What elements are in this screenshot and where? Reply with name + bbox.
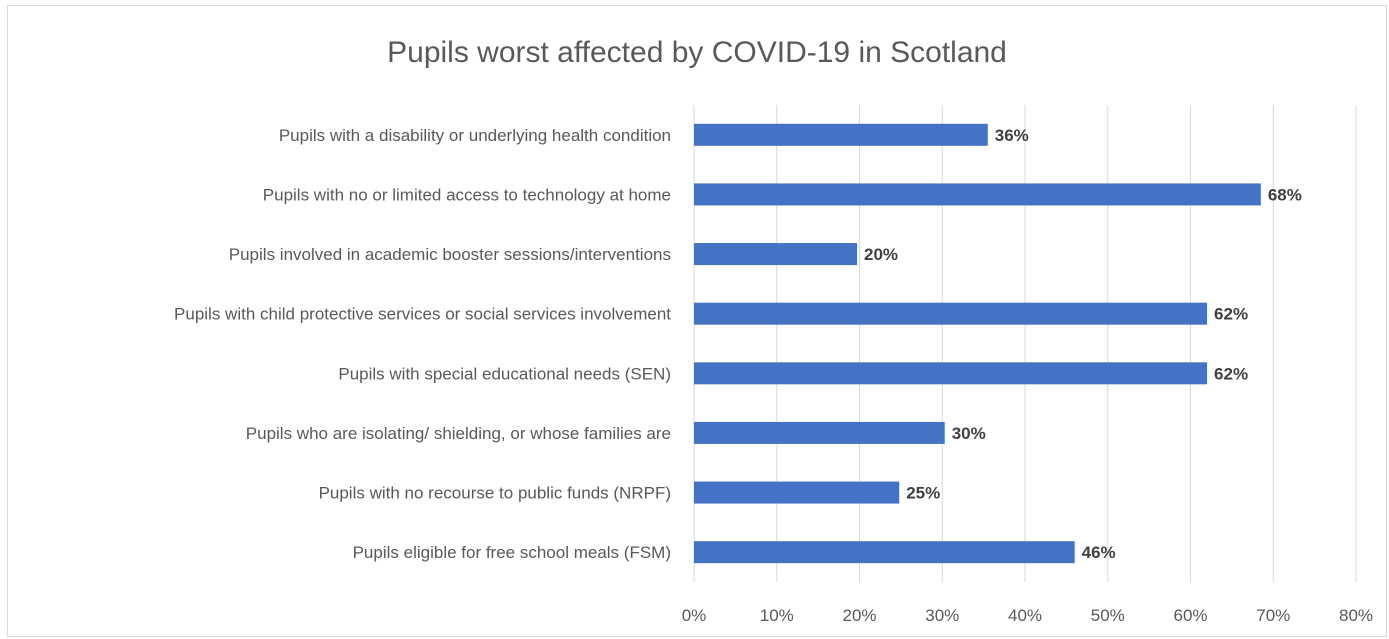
data-label: 36% [995,126,1029,145]
bar [694,183,1261,206]
x-tick-label: 50% [1091,606,1125,625]
category-label: Pupils with child protective services or… [174,305,671,324]
x-tick-label: 30% [925,606,959,625]
x-tick-label: 20% [842,606,876,625]
category-label: Pupils with no or limited access to tech… [263,185,671,204]
bar [694,541,1075,564]
x-tick-label: 70% [1256,606,1290,625]
data-label: 30% [952,424,986,443]
x-tick-label: 40% [1008,606,1042,625]
data-label: 46% [1082,543,1116,562]
bar [694,243,858,266]
category-label: Pupils involved in academic booster sess… [229,245,671,264]
bar [694,123,988,146]
bar [694,362,1208,385]
category-label: Pupils who are isolating/ shielding, or … [246,424,671,443]
data-label: 62% [1214,364,1248,383]
data-label: 68% [1268,185,1302,204]
x-tick-label: 0% [682,606,707,625]
x-tick-label: 80% [1339,606,1373,625]
category-label: Pupils with special educational needs (S… [338,364,671,383]
x-tick-label: 10% [760,606,794,625]
category-label: Pupils with a disability or underlying h… [279,126,671,145]
category-label: Pupils eligible for free school meals (F… [353,543,671,562]
bar [694,421,945,444]
chart-title: Pupils worst affected by COVID-19 in Sco… [387,36,1007,69]
bar [694,302,1208,325]
bar [694,481,900,504]
x-tick-label: 60% [1173,606,1207,625]
data-label: 20% [864,245,898,264]
category-label: Pupils with no recourse to public funds … [319,484,671,503]
data-label: 25% [906,484,940,503]
data-label: 62% [1214,305,1248,324]
